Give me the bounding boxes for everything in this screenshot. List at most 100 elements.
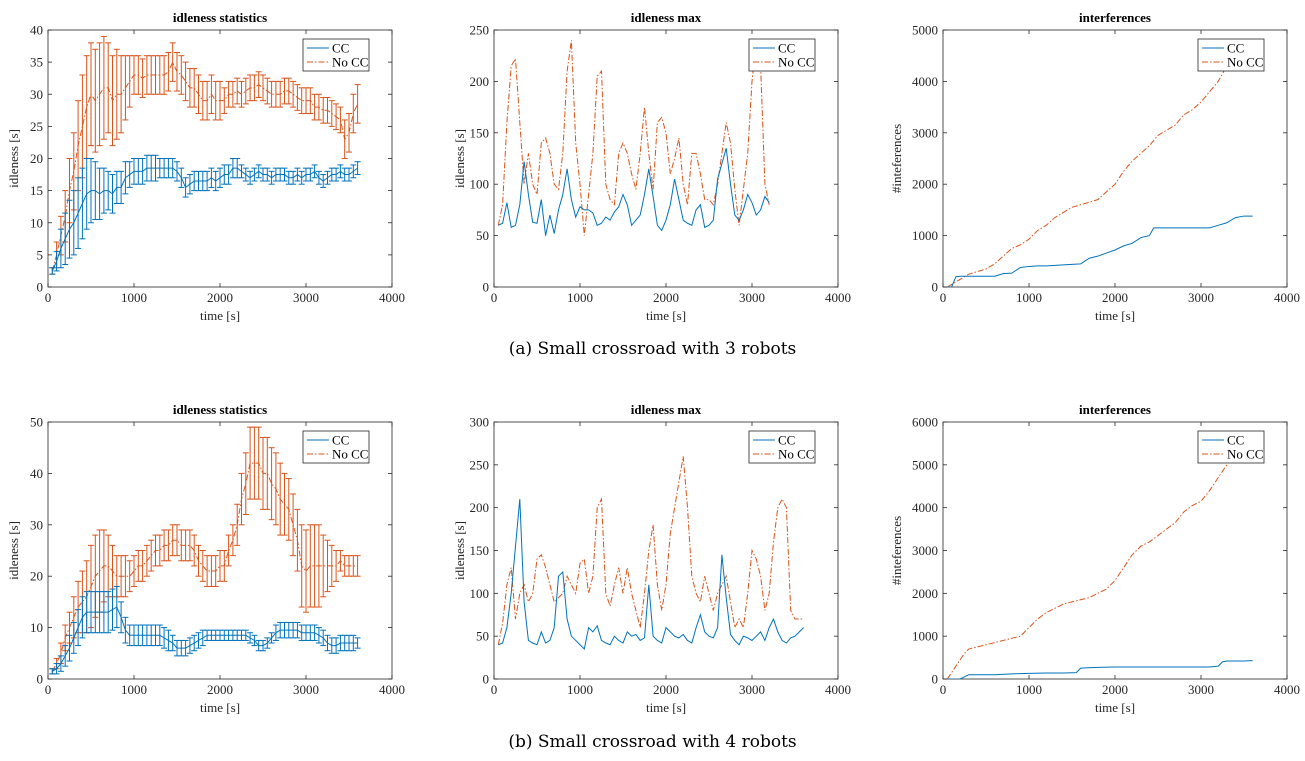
- y-tick-label: 40: [30, 23, 43, 38]
- y-tick-label: 1000: [912, 228, 938, 243]
- plot-frame: [942, 421, 1288, 680]
- y-tick-label: 0: [37, 672, 44, 687]
- chart-a2: 0 1000 2000 3000 4000 0 50 100 150 200 250 idleness…: [452, 10, 851, 323]
- chart-a1: 0 1000 2000 3000 4000 0 5 10 15 20 25 30 35 40 idlenes…: [6, 10, 405, 323]
- x-tick-label: 2000: [207, 290, 233, 305]
- y-tick-label: 5000: [912, 23, 938, 38]
- y-tick-label: 100: [470, 586, 490, 601]
- legend-label: CC: [778, 41, 795, 56]
- series-line-no-cc: [946, 464, 1228, 679]
- chart-b2: 0 1000 2000 3000 4000 0 50 100 150 200 250 300 idlen…: [452, 402, 851, 715]
- legend-label: No CC: [778, 55, 814, 70]
- y-axis-label: idleness [s]: [6, 129, 21, 188]
- y-tick-label: 300: [470, 415, 490, 430]
- x-axis-label: time [s]: [200, 700, 240, 715]
- y-tick-label: 3000: [912, 543, 938, 558]
- y-tick-label: 0: [483, 672, 490, 687]
- y-tick-label: 0: [483, 280, 490, 295]
- x-tick-label: 1000: [1016, 290, 1042, 305]
- y-tick-label: 4000: [912, 74, 938, 89]
- y-tick-label: 30: [30, 87, 43, 102]
- x-tick-label: 4000: [1274, 682, 1300, 697]
- x-axis-label: time [s]: [1095, 308, 1135, 323]
- y-tick-label: 150: [470, 543, 490, 558]
- y-axis-label: idleness [s]: [6, 521, 21, 580]
- y-tick-label: 250: [470, 457, 490, 472]
- y-tick-label: 20: [30, 151, 43, 166]
- series-line-cc: [52, 606, 358, 672]
- caption-a: (a) Small crossroad with 3 robots: [508, 339, 797, 359]
- y-tick-label: 50: [30, 415, 43, 430]
- x-tick-label: 2000: [1102, 290, 1128, 305]
- y-tick-label: 50: [476, 629, 489, 644]
- series-line-no-cc: [497, 40, 770, 236]
- x-axis-label: time [s]: [646, 308, 686, 323]
- x-tick-label: 2000: [653, 682, 679, 697]
- x-tick-label: 3000: [739, 290, 765, 305]
- legend-box: [748, 38, 816, 72]
- legend-box: [748, 430, 816, 464]
- series-line-no-cc: [51, 462, 358, 672]
- plot-area: [49, 35, 361, 275]
- plot-frame: [493, 29, 839, 288]
- y-axis-label: idleness [s]: [452, 129, 467, 188]
- x-tick-label: 2000: [207, 682, 233, 697]
- legend-label: No CC: [1227, 55, 1263, 70]
- caption-b: (b) Small crossroad with 4 robots: [508, 732, 797, 752]
- plot-area: [946, 464, 1253, 679]
- legend-label: No CC: [1227, 447, 1263, 462]
- y-tick-label: 4000: [912, 500, 938, 515]
- series-line-cc: [498, 148, 770, 236]
- chart-title: interferences: [1079, 10, 1151, 25]
- legend-label: No CC: [778, 447, 814, 462]
- y-tick-label: 35: [30, 55, 43, 70]
- legend-label: CC: [332, 433, 349, 448]
- y-axis-label: idleness [s]: [452, 521, 467, 580]
- y-tick-label: 40: [30, 466, 43, 481]
- legend-label: CC: [1227, 433, 1244, 448]
- y-tick-label: 100: [470, 177, 490, 192]
- series-line-cc: [947, 215, 1253, 287]
- plot-area: [947, 65, 1253, 287]
- y-tick-label: 5000: [912, 457, 938, 472]
- y-tick-label: 2000: [912, 177, 938, 192]
- legend-label: No CC: [332, 55, 368, 70]
- series-line-cc: [51, 167, 358, 272]
- x-tick-label: 1000: [567, 682, 593, 697]
- chart-b3: 0 1000 2000 3000 4000 0 1000 2000 3000 4000 5000 60…: [889, 402, 1300, 715]
- y-tick-label: 15: [30, 183, 43, 198]
- legend-box: [302, 38, 370, 72]
- x-tick-label: 4000: [379, 682, 405, 697]
- x-tick-label: 1000: [121, 682, 147, 697]
- y-tick-label: 3000: [912, 125, 938, 140]
- chart-title: interferences: [1079, 402, 1151, 417]
- y-tick-label: 200: [470, 500, 490, 515]
- legend-box: [1197, 430, 1265, 464]
- x-tick-label: 1000: [121, 290, 147, 305]
- x-axis-label: time [s]: [200, 308, 240, 323]
- legend-box: [1197, 38, 1265, 72]
- y-tick-label: 6000: [912, 415, 938, 430]
- legend-label: CC: [1227, 41, 1244, 56]
- x-tick-label: 3000: [293, 682, 319, 697]
- x-axis-label: time [s]: [646, 700, 686, 715]
- y-tick-label: 2000: [912, 586, 938, 601]
- x-axis-label: time [s]: [1095, 700, 1135, 715]
- y-tick-label: 1000: [912, 629, 938, 644]
- x-tick-label: 3000: [739, 682, 765, 697]
- plot-area: [49, 426, 361, 675]
- chart-title: idleness statistics: [173, 10, 267, 25]
- y-tick-label: 0: [932, 672, 939, 687]
- chart-title: idleness statistics: [173, 402, 267, 417]
- legend-box: [302, 430, 370, 464]
- x-tick-label: 0: [940, 682, 947, 697]
- x-tick-label: 4000: [1274, 290, 1300, 305]
- plot-frame: [942, 29, 1288, 288]
